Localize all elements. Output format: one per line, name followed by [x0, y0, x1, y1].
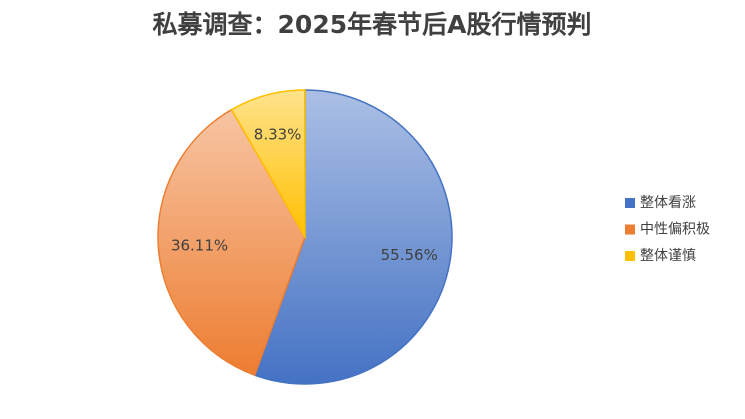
- data-label: 55.56%: [381, 246, 438, 264]
- legend-swatch: [625, 251, 635, 261]
- data-label: 8.33%: [254, 125, 302, 143]
- legend-label: 整体谨慎: [640, 248, 696, 264]
- pie-slice: [253, 89, 453, 385]
- chart-title: 私募调查：2025年春节后A股行情预判: [153, 10, 592, 39]
- legend-label: 整体看涨: [640, 195, 696, 211]
- legend-swatch: [625, 224, 635, 235]
- legend-label: 中性偏积极: [640, 222, 710, 238]
- legend-swatch: [625, 198, 635, 208]
- data-label: 36.11%: [171, 237, 228, 255]
- pie-slice: [230, 89, 306, 240]
- pie-slice: [157, 108, 306, 377]
